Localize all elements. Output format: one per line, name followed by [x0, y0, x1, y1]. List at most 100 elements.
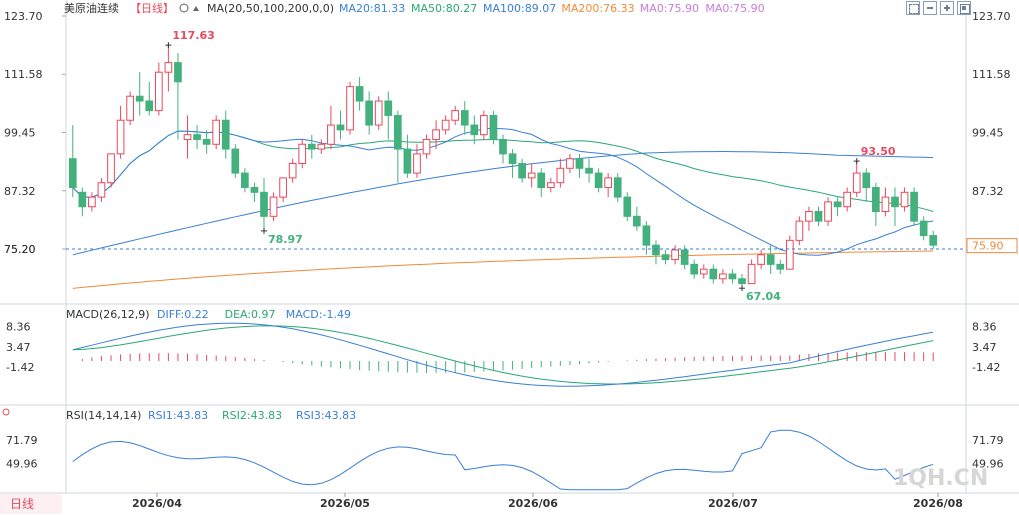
extreme-label: 67.04 — [746, 290, 781, 303]
fit-view-icon[interactable] — [957, 1, 971, 15]
candle-down — [518, 162, 526, 179]
candle-down — [489, 114, 498, 140]
period-button: 日线 — [10, 497, 34, 511]
candle-up — [346, 86, 354, 131]
candle-down — [355, 86, 364, 102]
period-label: 【日线】 — [130, 1, 174, 15]
candle-down — [403, 148, 412, 174]
zoom-out-icon[interactable] — [923, 1, 937, 15]
rsi-params-label: RSI(14,14,14) — [66, 409, 141, 422]
candle-down — [594, 172, 603, 189]
candle-up — [719, 273, 727, 280]
candle-down — [231, 148, 240, 174]
rsi-tick-right: 71.79 — [972, 434, 1004, 447]
candle-down — [202, 138, 211, 145]
candle-up — [795, 220, 804, 241]
rsi-line — [72, 429, 934, 491]
ma-value-label: MA100:89.07 — [483, 2, 556, 15]
candle-down — [384, 100, 393, 116]
candle-down — [690, 263, 699, 275]
macd-tick-left: 3.47 — [6, 341, 31, 354]
rsi-settings-icon — [2, 408, 10, 416]
candle-down — [174, 62, 182, 83]
ma-value-label: MA20:81.33 — [339, 2, 405, 15]
candle-down — [652, 244, 660, 256]
price-tick-right: 111.58 — [972, 68, 1011, 81]
candle-down — [891, 196, 899, 208]
price-tick-left: 123.70 — [4, 10, 43, 23]
candle-down — [613, 177, 622, 198]
candle-down — [862, 172, 871, 189]
rsi-tick-right: 49.96 — [972, 458, 1004, 471]
candle-down — [470, 124, 479, 136]
extreme-label: 78.97 — [268, 233, 303, 246]
candle-down — [633, 215, 641, 227]
macd-value-label: DIFF:0.22 — [157, 308, 209, 321]
candle-up — [374, 100, 383, 126]
grid-toggle-icon[interactable] — [906, 1, 920, 15]
candle-down — [919, 220, 928, 237]
candle-up — [852, 172, 861, 193]
price-tick-left-current: 75.20 — [4, 243, 36, 256]
macd-tick-right: 8.36 — [972, 321, 997, 334]
price-tick-left: 99.45 — [4, 126, 36, 139]
ma-params-label: MA(20,50,100,200,0,0) — [207, 2, 334, 15]
candle-up — [785, 239, 794, 270]
candle-up — [451, 110, 460, 121]
candle-down — [307, 143, 316, 150]
candle-up — [671, 249, 679, 261]
candle-up — [126, 95, 134, 121]
candle-down — [221, 119, 230, 150]
candle-down — [241, 172, 249, 189]
candle-up — [413, 153, 421, 174]
candle-up — [805, 211, 813, 222]
rsi-value-label: RSI2:43.83 — [222, 409, 282, 422]
rsi-value-label: RSI1:43.83 — [148, 409, 208, 422]
watermark-logo: 1QH.CN — [893, 466, 988, 491]
x-tick-label: 2026/08 — [913, 497, 963, 510]
candle-up — [441, 119, 450, 131]
candle-up — [107, 153, 115, 184]
candle-down — [776, 263, 785, 270]
candle-down — [680, 249, 689, 265]
price-tick-right: 87.32 — [972, 185, 1004, 198]
candle-down — [766, 254, 775, 265]
candle-down — [575, 158, 584, 169]
candle-up — [546, 182, 555, 189]
last-price-badge — [966, 238, 1018, 254]
candle-down — [833, 201, 842, 208]
price-tick-right: 99.45 — [972, 126, 1004, 139]
candle-down — [460, 110, 469, 126]
candle-up — [317, 143, 326, 150]
price-tick-left: 87.32 — [4, 185, 36, 198]
rsi-value-label: RSI3:43.83 — [296, 409, 356, 422]
candle-up — [88, 196, 96, 208]
macd-diff-line — [72, 322, 934, 387]
candle-up — [183, 134, 192, 140]
macd-value-label: DEA:0.97 — [225, 308, 276, 321]
candle-down — [68, 158, 77, 189]
candle-down — [623, 196, 632, 217]
price-tick-right: 123.70 — [972, 10, 1011, 23]
ma200-line — [72, 250, 934, 289]
candle-up — [556, 167, 565, 184]
candle-down — [499, 138, 507, 155]
extreme-label: 117.63 — [172, 29, 214, 42]
macd-tick-left: -1.42 — [6, 361, 34, 374]
zoom-in-icon[interactable] — [940, 1, 954, 15]
candle-up — [212, 119, 221, 145]
candle-up — [327, 124, 335, 145]
extreme-label: 93.50 — [861, 145, 896, 158]
candle-up — [164, 62, 173, 73]
candle-up — [480, 114, 488, 136]
ma-value-label: MA0:75.90 — [640, 2, 699, 15]
candle-down — [145, 100, 154, 112]
candle-up — [604, 177, 613, 189]
last-price-label: 75.90 — [972, 240, 1004, 253]
candle-down — [193, 134, 201, 140]
candle-down — [642, 225, 651, 246]
candle-up — [269, 196, 278, 217]
candle-up — [154, 71, 163, 112]
candle-down — [728, 273, 737, 280]
